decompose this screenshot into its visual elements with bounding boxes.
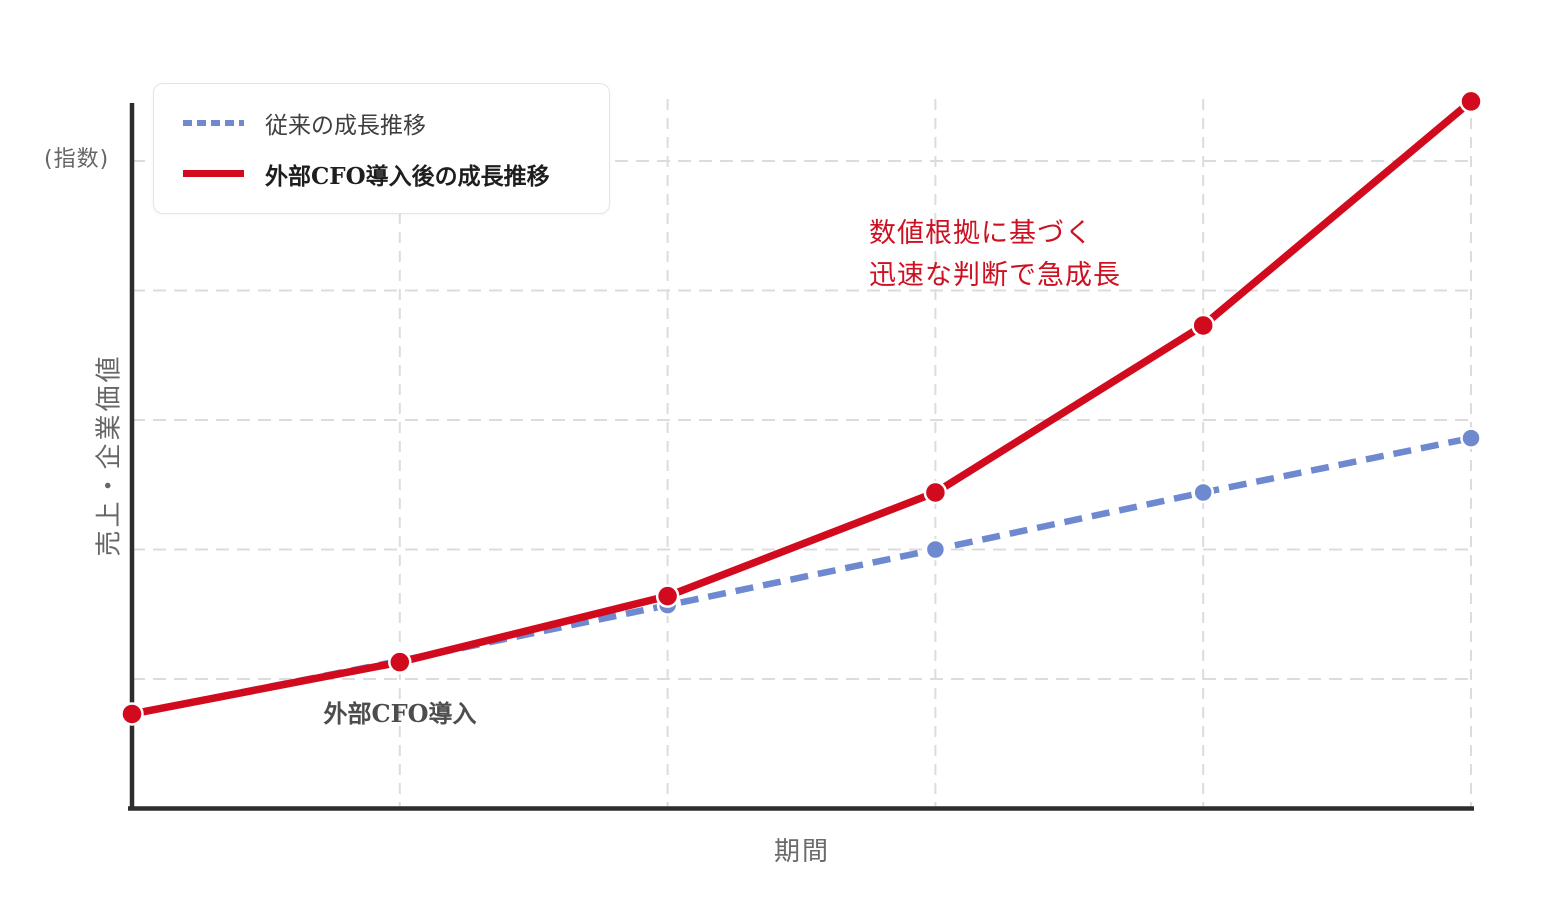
- solid-line-sample-icon: [183, 170, 244, 178]
- series-line-cfo: [131, 98, 1474, 718]
- data-point-conventional: [1460, 427, 1482, 449]
- data-point-conventional: [1192, 481, 1214, 504]
- annotation-rapid-growth-line2: 迅速な判断で急成長: [869, 260, 1121, 291]
- legend-label-cfo: 外部CFO導入後の成長推移: [265, 162, 550, 190]
- data-point-cfo: [655, 584, 680, 608]
- annotation-cfo-introduction: 外部CFO導入: [323, 699, 477, 728]
- data-point-cfo: [388, 650, 412, 674]
- annotation-rapid-growth-line1: 数値根拠に基づく: [869, 218, 1093, 249]
- y-axis-unit-label: (指数): [44, 147, 110, 172]
- x-axis-title: 期間: [773, 837, 830, 867]
- data-point-conventional: [924, 538, 947, 561]
- legend-label-conventional: 従来の成長推移: [265, 113, 426, 140]
- annotation-rapid-growth: 数値根拠に基づく 迅速な判断で急成長: [869, 213, 1121, 297]
- data-point-cfo: [923, 480, 948, 505]
- legend-item-cfo: 外部CFO導入後の成長推移: [183, 157, 599, 191]
- data-point-cfo: [120, 702, 144, 726]
- dashed-line-sample-icon: [183, 120, 244, 127]
- data-point-cfo: [1459, 89, 1483, 114]
- chart-legend: 従来の成長推移 外部CFO導入後の成長推移: [153, 83, 610, 214]
- legend-item-conventional: 従来の成長推移: [183, 106, 599, 140]
- y-axis-title: 売上・企業価値: [94, 353, 125, 557]
- data-point-cfo: [1191, 313, 1215, 338]
